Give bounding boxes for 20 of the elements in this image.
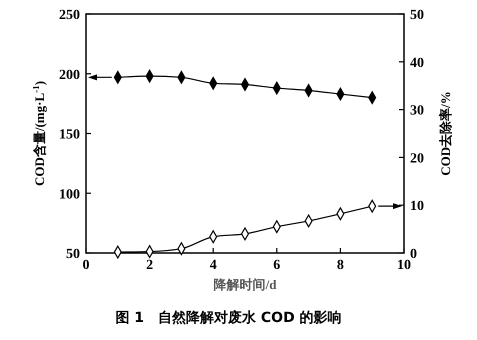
x-tick-label: 0: [82, 258, 90, 273]
y2-tick-label: 40: [410, 56, 424, 71]
y2-axis-title: COD去除率/%: [438, 91, 453, 176]
y-tick-label: 250: [59, 8, 80, 23]
x-tick-label: 10: [397, 258, 411, 273]
x-tick-label: 4: [210, 258, 217, 273]
y-tick-label: 150: [59, 128, 80, 142]
y2-tick-label: 20: [410, 151, 424, 166]
y2-tick-label: 30: [410, 104, 424, 119]
y-tick-label: 50: [66, 247, 80, 262]
x-tick-label: 2: [146, 258, 154, 273]
x-axis-title: 降解时间/d: [214, 277, 278, 292]
y-tick-label: 100: [59, 187, 80, 202]
y2-tick-label: 0: [410, 247, 417, 262]
y-tick-label: 200: [59, 68, 80, 83]
y2-tick-label: 10: [410, 199, 424, 214]
x-tick-label: 8: [336, 258, 344, 273]
caption: 图 1 自然降解对废水 COD 的影响: [115, 309, 342, 326]
x-tick-label: 6: [273, 258, 280, 273]
y2-tick-label: 50: [410, 8, 424, 23]
